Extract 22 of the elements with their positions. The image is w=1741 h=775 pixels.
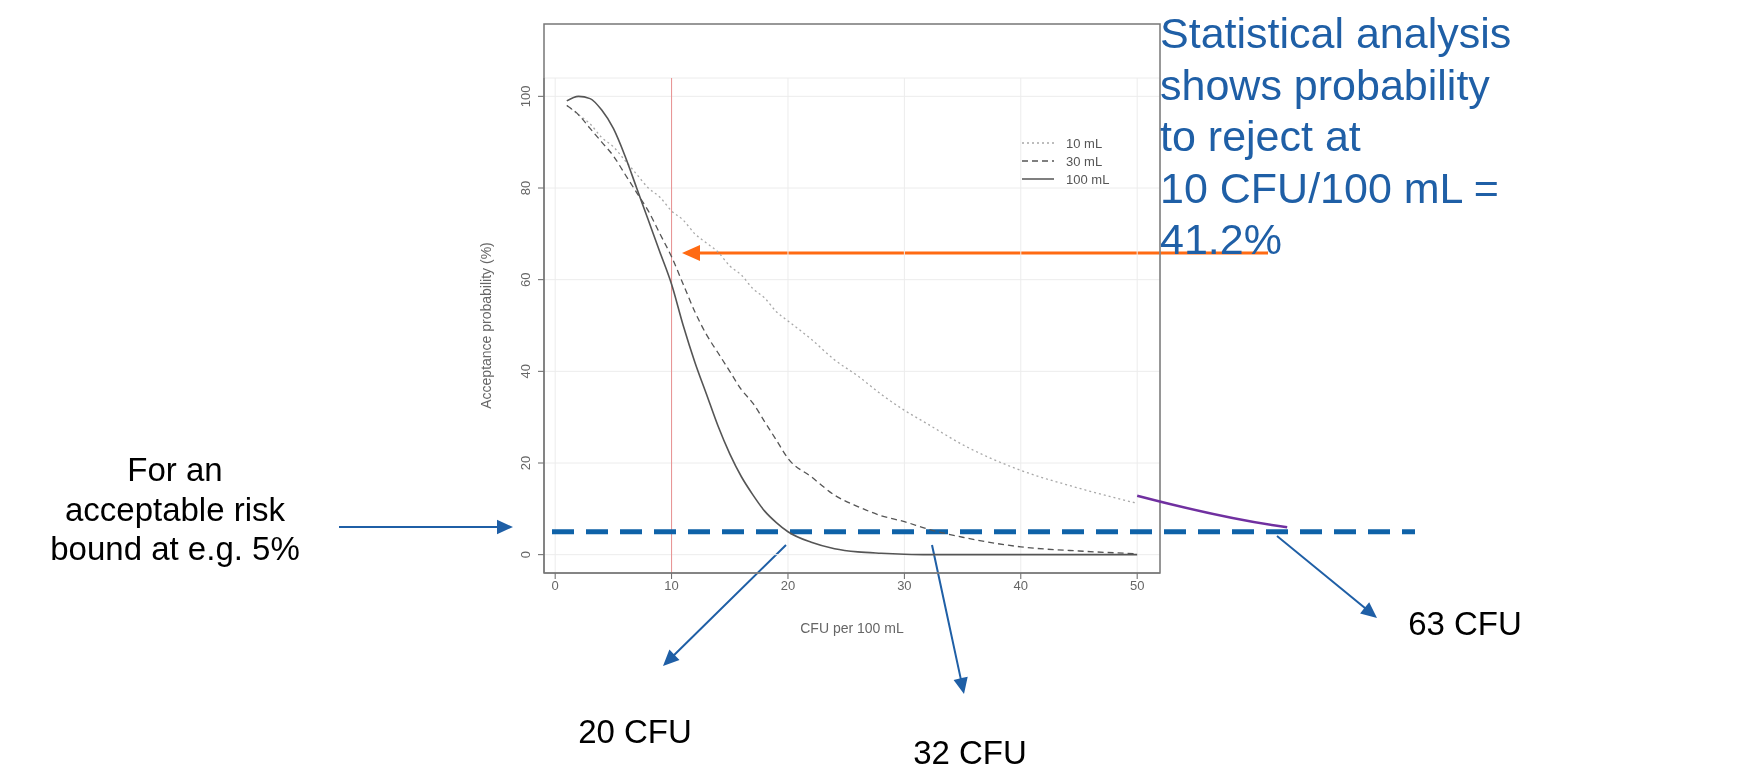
legend-label: 100 mL [1066,171,1110,187]
x-tick-label: 30 [897,578,912,594]
y-tick-label: 40 [518,364,533,379]
text: 20 CFU [577,712,693,752]
x-tick-label: 0 [551,578,559,594]
text: 32 CFU [912,733,1028,773]
y-tick-label: 0 [518,551,533,559]
legend-label: 10 mL [1066,135,1103,151]
x-tick-label: 20 [780,578,796,594]
text: 63 CFU [1407,604,1523,644]
x-tick-label: 10 [664,578,679,594]
y-tick-label: 80 [518,180,533,196]
annotation: Statistical analysis shows probability to reject at 10 CFU/100 mL = 41.2% [1160,8,1513,266]
y-tick-label: 60 [518,272,533,287]
legend-label: 30 mL [1066,153,1103,169]
y-axis-title: Acceptance probability (%) [477,242,494,409]
y-tick-label: 100 [518,85,533,108]
x-axis-title: CFU per 100 mL [800,620,904,636]
text: For an acceptable risk bound at e.g. 5% [49,450,301,569]
x-tick-label: 40 [1013,578,1029,594]
y-tick-label: 20 [518,455,533,471]
x-tick-label: 50 [1129,578,1145,594]
